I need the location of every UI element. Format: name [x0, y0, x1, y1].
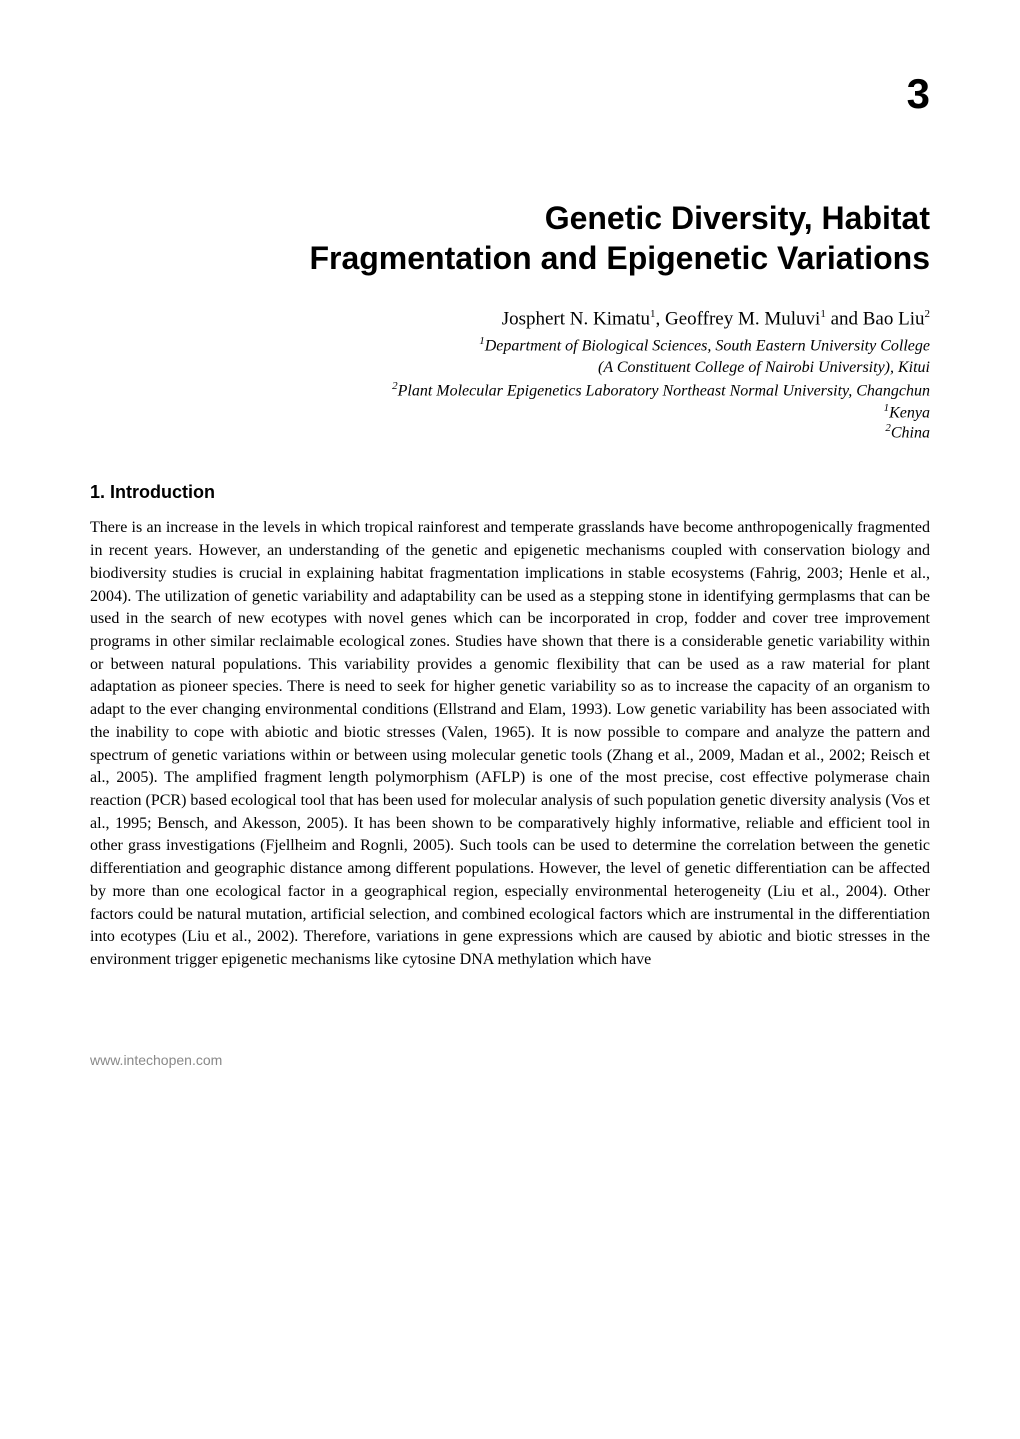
section-body: There is an increase in the levels in wh… — [90, 517, 930, 971]
chapter-title-line2: Fragmentation and Epigenetic Variations — [309, 240, 930, 276]
affiliation-2-line: 2Plant Molecular Epigenetics Laboratory … — [90, 379, 930, 402]
country-1-text: Kenya — [889, 404, 930, 421]
affiliation-1-line1: 1Department of Biological Sciences, Sout… — [90, 334, 930, 357]
country-2: 2China — [90, 422, 930, 442]
affiliation-2-text: Plant Molecular Epigenetics Laboratory N… — [398, 382, 930, 399]
affiliation-1-text2: (A Constituent College of Nairobi Univer… — [598, 359, 930, 376]
chapter-title-line1: Genetic Diversity, Habitat — [545, 200, 930, 236]
author-3-sup: 2 — [925, 308, 931, 320]
affiliation-1-line2: (A Constituent College of Nairobi Univer… — [90, 357, 930, 379]
country-1: 1Kenya — [90, 402, 930, 422]
affiliation-1-text1: Department of Biological Sciences, South… — [485, 338, 930, 355]
author-2: , Geoffrey M. Muluvi — [655, 308, 820, 329]
chapter-title: Genetic Diversity, Habitat Fragmentation… — [90, 198, 930, 278]
country-2-text: China — [891, 424, 930, 441]
authors-line: Josphert N. Kimatu1, Geoffrey M. Muluvi1… — [90, 308, 930, 330]
section-heading: 1. Introduction — [90, 482, 930, 503]
author-3: and Bao Liu — [826, 308, 925, 329]
footer-link: www.intechopen.com — [90, 1052, 930, 1068]
affiliation-block: 1Department of Biological Sciences, Sout… — [90, 334, 930, 442]
author-1: Josphert N. Kimatu — [502, 308, 650, 329]
chapter-number: 3 — [90, 70, 930, 118]
